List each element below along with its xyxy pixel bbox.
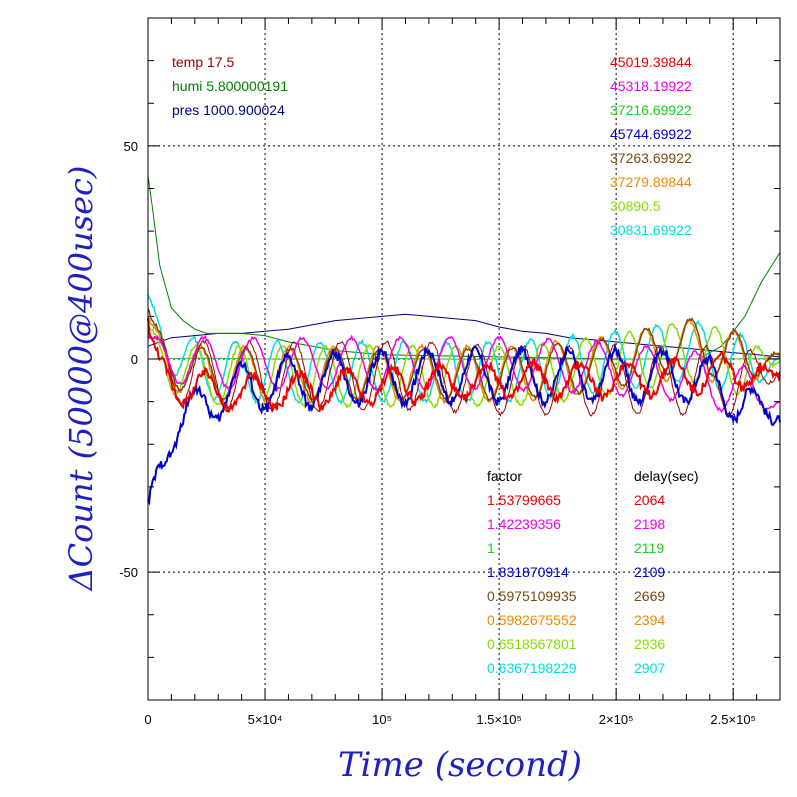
legend-entry: 45019.39844 (610, 54, 692, 70)
y-tick-label: 50 (124, 139, 138, 154)
legend-entry: 37216.69922 (610, 102, 692, 118)
factor-value: 1.42239356 (487, 516, 561, 532)
legend-entry: 37279.89844 (610, 174, 692, 190)
factor-value: 0.5975109935 (487, 588, 577, 604)
series-line (147, 175, 781, 360)
env-humi: humi 5.800000191 (172, 78, 288, 94)
x-tick-label: 5×10⁴ (248, 712, 283, 727)
legend-entry: 45318.19922 (610, 78, 692, 94)
x-tick-label: 2.5×10⁵ (710, 712, 756, 727)
legend-entry: 45744.69922 (610, 126, 692, 142)
tick-group: 0 5×10⁴ 10⁵ 1.5×10⁵ 2×10⁵ 2.5×10⁵ 50 0 -50 (119, 17, 781, 727)
x-tick-label: 2×10⁵ (599, 712, 634, 727)
series-group (147, 175, 781, 506)
factor-header: factor (487, 468, 522, 484)
factor-delay-table: factor delay(sec) 1.53799665 2064 1.4223… (487, 468, 699, 676)
env-pres: pres 1000.900024 (172, 102, 285, 118)
env-temp: temp 17.5 (172, 54, 234, 70)
factor-value: 1.831870914 (487, 564, 569, 580)
series-line (147, 342, 781, 506)
delay-value: 2064 (634, 492, 665, 508)
delay-value: 2198 (634, 516, 665, 532)
delay-value: 2394 (634, 612, 665, 628)
factor-value: 0.5982675552 (487, 612, 577, 628)
legend-top-right: 45019.39844 45318.19922 37216.69922 4574… (610, 54, 692, 238)
series-line (147, 317, 781, 414)
x-tick-label: 10⁵ (372, 712, 392, 727)
delay-header: delay(sec) (634, 468, 699, 484)
y-axis-title: ΔCount (50000@400usec) (62, 166, 100, 593)
y-tick-label: -50 (119, 565, 138, 580)
delay-value: 2109 (634, 564, 665, 580)
legend-entry: 37263.69922 (610, 150, 692, 166)
legend-entry: 30831.69922 (610, 222, 692, 238)
delay-value: 2907 (634, 660, 665, 676)
delay-value: 2936 (634, 636, 665, 652)
factor-value: 0.6518567801 (487, 636, 577, 652)
x-axis-title: Time (second) (338, 745, 582, 785)
x-tick-label: 0 (144, 712, 151, 727)
env-annotations: temp 17.5 humi 5.800000191 pres 1000.900… (172, 54, 288, 118)
series-line (147, 313, 781, 358)
factor-value: 0.6367198229 (487, 660, 577, 676)
factor-value: 1 (487, 540, 495, 556)
delay-value: 2669 (634, 588, 665, 604)
delay-value: 2119 (634, 540, 664, 556)
y-tick-label: 0 (131, 352, 138, 367)
legend-entry: 30890.5 (610, 198, 661, 214)
x-tick-label: 1.5×10⁵ (476, 712, 522, 727)
factor-value: 1.53799665 (487, 492, 561, 508)
series-line (147, 308, 781, 403)
